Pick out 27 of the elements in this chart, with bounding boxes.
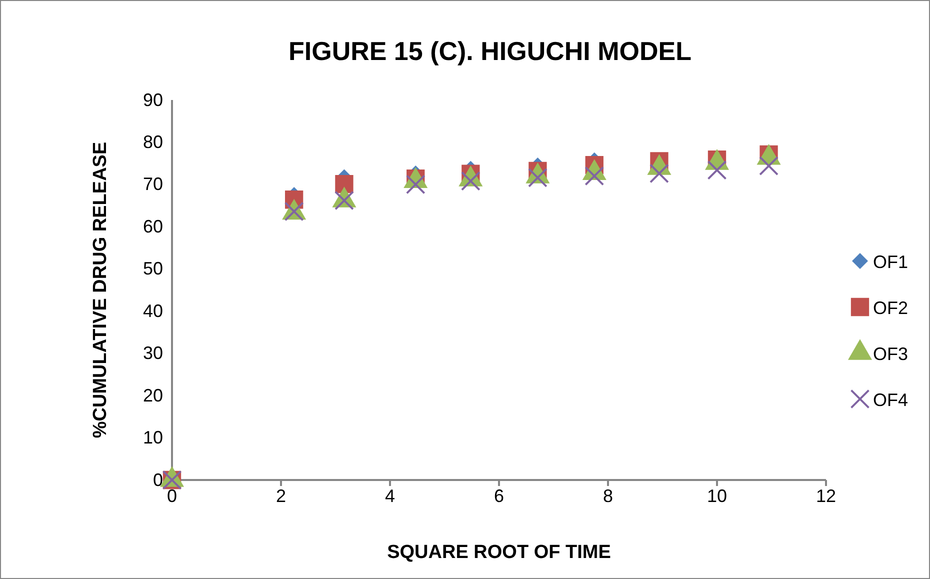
y-tick-label: 80 [142,132,163,152]
x-tick-label: 12 [816,486,836,506]
x-tick-label: 10 [706,486,728,506]
y-tick-label: 50 [142,258,163,279]
x-tick-label: 0 [166,486,178,506]
x-tick-label: 4 [384,486,396,506]
legend-label: OF2 [873,298,908,318]
legend-label: OF1 [873,252,908,272]
legend-label: OF4 [873,390,908,410]
y-tick-label: 0 [152,470,163,490]
chart-title: FIGURE 15 (C). HIGUCHI MODEL [288,36,692,66]
y-tick-label: 20 [142,385,163,406]
x-tick-label: 8 [602,486,614,506]
point [759,156,778,176]
y-tick-label: 30 [142,343,163,364]
legend-label: OF3 [873,344,908,364]
point [707,160,727,180]
x-tick-label: 6 [494,486,504,506]
point [335,174,354,194]
x-axis-title: SQUARE ROOT OF TIME [387,542,611,563]
x-tick-label: 2 [276,486,286,506]
y-tick-label: 90 [142,90,163,110]
y-tick-label: 40 [142,300,163,321]
y-tick-label: 60 [142,216,163,236]
y-axis-title: %CUMULATIVE DRUG RELEASE [90,142,111,438]
y-tick-label: 10 [142,428,163,448]
y-tick-label: 70 [142,174,163,194]
